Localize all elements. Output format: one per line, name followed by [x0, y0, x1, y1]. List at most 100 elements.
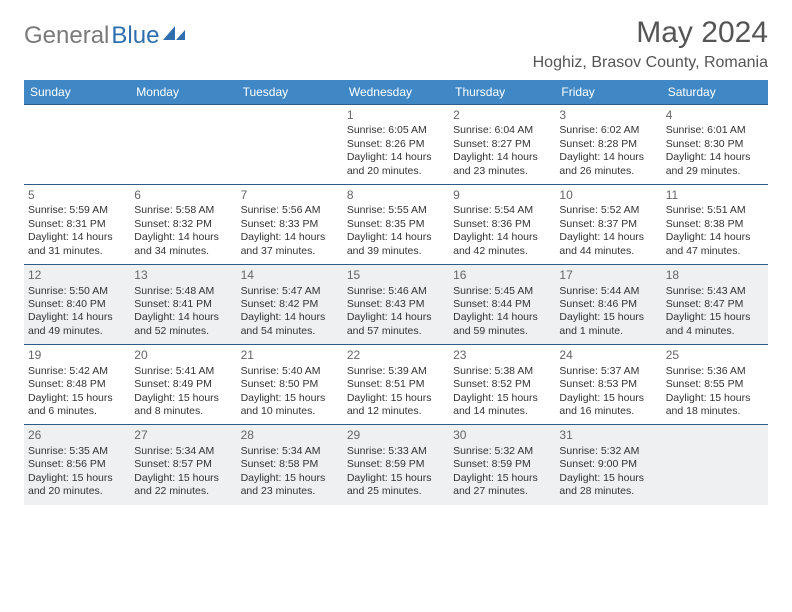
day-details: Sunrise: 5:59 AMSunset: 8:31 PMDaylight:…	[28, 204, 126, 258]
day-number: 5	[28, 188, 126, 203]
day-number: 8	[347, 188, 445, 203]
day-number: 18	[666, 268, 764, 283]
day-number: 6	[134, 188, 232, 203]
calendar-day-cell: 11Sunrise: 5:51 AMSunset: 8:38 PMDayligh…	[662, 185, 768, 265]
calendar-day-cell: 21 Sunrise: 5:40 AMSunset: 8:50 PMDayligh…	[237, 345, 343, 425]
weekday-header: Sunday	[24, 80, 130, 105]
calendar-day-cell: 17Sunrise: 5:44 AMSunset: 8:46 PMDayligh…	[555, 265, 661, 345]
day-details: Sunrise: 5:39 AMSunset: 8:51 PMDaylight:…	[347, 365, 445, 419]
weekday-row: SundayMondayTuesdayWednesdayThursdayFrid…	[24, 80, 768, 105]
day-details: Sunrise: 5:35 AMSunset: 8:56 PMDaylight:…	[28, 445, 126, 499]
calendar-day-cell: 24 Sunrise: 5:37 AMSunset: 8:53 PMDayligh…	[555, 345, 661, 425]
calendar-day-cell: 6Sunrise: 5:58 AMSunset: 8:32 PMDaylight…	[130, 185, 236, 265]
day-number: 13	[134, 268, 232, 283]
calendar-day-cell: 31 Sunrise: 5:32 AMSunset: 9:00 PMDayligh…	[555, 425, 661, 505]
calendar-day-cell: 1Sunrise: 6:05 AMSunset: 8:26 PMDaylight…	[343, 105, 449, 185]
day-details: Sunrise: 6:01 AMSunset: 8:30 PMDaylight:…	[666, 124, 764, 178]
day-details: Sunrise: 5:36 AMSunset: 8:55 PMDaylight:…	[666, 365, 764, 419]
day-details: Sunrise: 5:46 AMSunset: 8:43 PMDaylight:…	[347, 285, 445, 339]
day-number: 24	[559, 348, 657, 363]
calendar-day-cell: 2Sunrise: 6:04 AMSunset: 8:27 PMDaylight…	[449, 105, 555, 185]
day-details: Sunrise: 5:33 AMSunset: 8:59 PMDaylight:…	[347, 445, 445, 499]
calendar-day-cell: 29 Sunrise: 5:33 AMSunset: 8:59 PMDayligh…	[343, 425, 449, 505]
day-number: 15	[347, 268, 445, 283]
day-number: 16	[453, 268, 551, 283]
logo-sail-icon	[163, 26, 185, 40]
calendar-day-blank	[237, 105, 343, 185]
calendar-day-cell: 22 Sunrise: 5:39 AMSunset: 8:51 PMDayligh…	[343, 345, 449, 425]
day-number: 25	[666, 348, 764, 363]
day-details: Sunrise: 5:42 AMSunset: 8:48 PMDaylight:…	[28, 365, 126, 419]
calendar-day-cell: 5Sunrise: 5:59 AMSunset: 8:31 PMDaylight…	[24, 185, 130, 265]
logo: GeneralBlue	[24, 16, 185, 50]
day-details: Sunrise: 5:32 AMSunset: 8:59 PMDaylight:…	[453, 445, 551, 499]
day-details: Sunrise: 5:58 AMSunset: 8:32 PMDaylight:…	[134, 204, 232, 258]
calendar-week-row: 1Sunrise: 6:05 AMSunset: 8:26 PMDaylight…	[24, 105, 768, 185]
calendar-day-cell: 12Sunrise: 5:50 AMSunset: 8:40 PMDayligh…	[24, 265, 130, 345]
weekday-header: Wednesday	[343, 80, 449, 105]
day-details: Sunrise: 5:34 AMSunset: 8:57 PMDaylight:…	[134, 445, 232, 499]
calendar-day-cell: 23 Sunrise: 5:38 AMSunset: 8:52 PMDayligh…	[449, 345, 555, 425]
day-details: Sunrise: 5:44 AMSunset: 8:46 PMDaylight:…	[559, 285, 657, 339]
weekday-header: Thursday	[449, 80, 555, 105]
title-block: May 2024 Hoghiz, Brasov County, Romania	[533, 16, 768, 72]
calendar-day-cell: 19 Sunrise: 5:42 AMSunset: 8:48 PMDayligh…	[24, 345, 130, 425]
day-details: Sunrise: 5:38 AMSunset: 8:52 PMDaylight:…	[453, 365, 551, 419]
day-number: 23	[453, 348, 551, 363]
day-details: Sunrise: 5:52 AMSunset: 8:37 PMDaylight:…	[559, 204, 657, 258]
day-number: 10	[559, 188, 657, 203]
calendar-day-cell: 15 Sunrise: 5:46 AMSunset: 8:43 PMDayligh…	[343, 265, 449, 345]
header: GeneralBlue May 2024 Hoghiz, Brasov Coun…	[24, 16, 768, 72]
weekday-header: Saturday	[662, 80, 768, 105]
day-details: Sunrise: 5:55 AMSunset: 8:35 PMDaylight:…	[347, 204, 445, 258]
day-details: Sunrise: 5:37 AMSunset: 8:53 PMDaylight:…	[559, 365, 657, 419]
location: Hoghiz, Brasov County, Romania	[533, 54, 768, 72]
calendar-day-cell: 18 Sunrise: 5:43 AMSunset: 8:47 PMDayligh…	[662, 265, 768, 345]
day-number: 21	[241, 348, 339, 363]
calendar-day-cell: 9Sunrise: 5:54 AMSunset: 8:36 PMDaylight…	[449, 185, 555, 265]
calendar-day-cell: 13 Sunrise: 5:48 AMSunset: 8:41 PMDayligh…	[130, 265, 236, 345]
day-number: 11	[666, 188, 764, 203]
day-details: Sunrise: 5:48 AMSunset: 8:41 PMDaylight:…	[134, 285, 232, 339]
calendar-week-row: 5Sunrise: 5:59 AMSunset: 8:31 PMDaylight…	[24, 185, 768, 265]
day-number: 27	[134, 428, 232, 443]
logo-text-gray: General	[24, 22, 109, 50]
page-title: May 2024	[533, 16, 768, 50]
logo-text-blue: Blue	[111, 22, 159, 50]
day-number: 26	[28, 428, 126, 443]
day-details: Sunrise: 5:40 AMSunset: 8:50 PMDaylight:…	[241, 365, 339, 419]
calendar-head: SundayMondayTuesdayWednesdayThursdayFrid…	[24, 80, 768, 105]
day-details: Sunrise: 5:45 AMSunset: 8:44 PMDaylight:…	[453, 285, 551, 339]
calendar-week-row: 12Sunrise: 5:50 AMSunset: 8:40 PMDayligh…	[24, 265, 768, 345]
weekday-header: Tuesday	[237, 80, 343, 105]
calendar-day-cell: 4Sunrise: 6:01 AMSunset: 8:30 PMDaylight…	[662, 105, 768, 185]
day-number: 3	[559, 108, 657, 123]
calendar-day-cell: 27 Sunrise: 5:34 AMSunset: 8:57 PMDayligh…	[130, 425, 236, 505]
day-details: Sunrise: 6:05 AMSunset: 8:26 PMDaylight:…	[347, 124, 445, 178]
day-number: 29	[347, 428, 445, 443]
day-number: 19	[28, 348, 126, 363]
day-details: Sunrise: 5:47 AMSunset: 8:42 PMDaylight:…	[241, 285, 339, 339]
day-details: Sunrise: 5:32 AMSunset: 9:00 PMDaylight:…	[559, 445, 657, 499]
calendar-day-cell: 10Sunrise: 5:52 AMSunset: 8:37 PMDayligh…	[555, 185, 661, 265]
calendar-day-cell: 16 Sunrise: 5:45 AMSunset: 8:44 PMDayligh…	[449, 265, 555, 345]
calendar-day-cell: 25 Sunrise: 5:36 AMSunset: 8:55 PMDayligh…	[662, 345, 768, 425]
day-details: Sunrise: 6:02 AMSunset: 8:28 PMDaylight:…	[559, 124, 657, 178]
calendar-page: GeneralBlue May 2024 Hoghiz, Brasov Coun…	[0, 0, 792, 612]
calendar-day-cell: 7Sunrise: 5:56 AMSunset: 8:33 PMDaylight…	[237, 185, 343, 265]
day-number: 28	[241, 428, 339, 443]
day-number: 30	[453, 428, 551, 443]
day-number: 2	[453, 108, 551, 123]
calendar-day-cell: 8Sunrise: 5:55 AMSunset: 8:35 PMDaylight…	[343, 185, 449, 265]
day-number: 4	[666, 108, 764, 123]
day-details: Sunrise: 5:51 AMSunset: 8:38 PMDaylight:…	[666, 204, 764, 258]
calendar-day-blank	[24, 105, 130, 185]
day-number: 12	[28, 268, 126, 283]
day-details: Sunrise: 5:43 AMSunset: 8:47 PMDaylight:…	[666, 285, 764, 339]
day-number: 22	[347, 348, 445, 363]
calendar-day-blank	[130, 105, 236, 185]
day-details: Sunrise: 6:04 AMSunset: 8:27 PMDaylight:…	[453, 124, 551, 178]
calendar-day-cell: 14Sunrise: 5:47 AMSunset: 8:42 PMDayligh…	[237, 265, 343, 345]
day-number: 31	[559, 428, 657, 443]
calendar-day-blank	[662, 425, 768, 505]
